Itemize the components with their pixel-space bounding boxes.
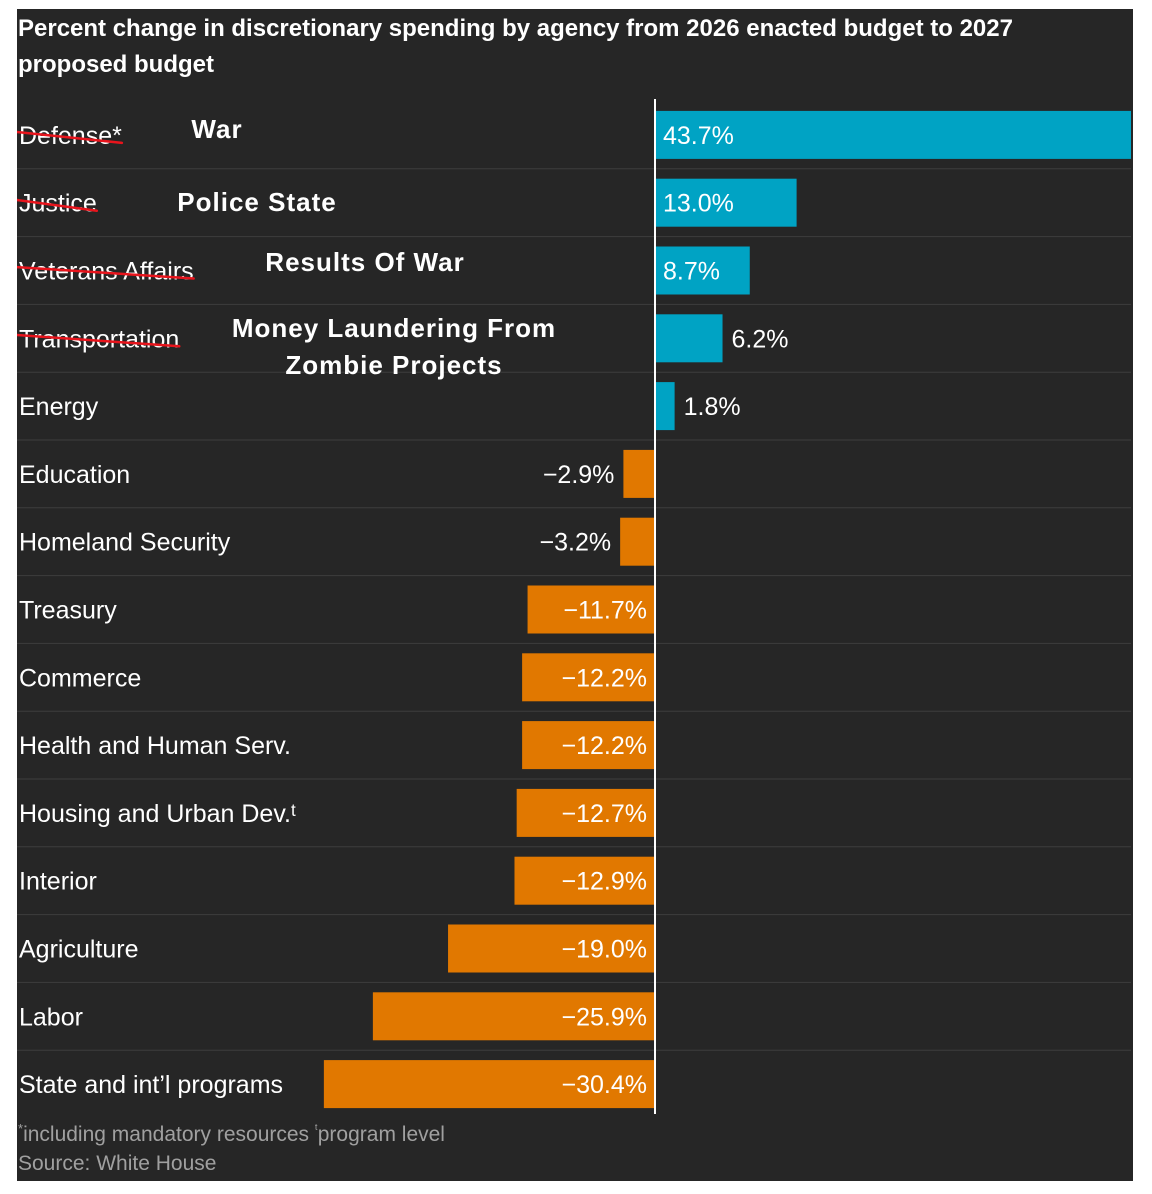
bar-row-6: [620, 517, 655, 566]
category-label-row-1: Justice: [19, 190, 97, 218]
category-label-row-3: Transportation: [19, 325, 179, 353]
value-label-row-12: −19.0%: [562, 936, 648, 964]
bar-row-4: [655, 382, 675, 431]
value-label-row-5: −2.9%: [543, 461, 615, 489]
source-note: Source: White House: [18, 1152, 217, 1175]
value-label-row-0: 43.7%: [663, 122, 734, 150]
value-label-row-13: −25.9%: [562, 1003, 648, 1031]
value-label-row-2: 8.7%: [663, 258, 720, 286]
category-label-row-11: Interior: [19, 868, 97, 896]
strike-mark-row-1: [17, 198, 99, 212]
bar-row-5: [623, 449, 655, 498]
bar-row-14: [323, 1060, 655, 1109]
value-label-row-3: 6.2%: [732, 325, 789, 353]
category-label-row-9: Health and Human Serv.: [19, 732, 291, 760]
chart-panel: Percent change in discretionary spending…: [17, 9, 1133, 1181]
value-label-row-11: −12.9%: [562, 868, 648, 896]
category-label-row-13: Labor: [19, 1003, 83, 1031]
footnote-text-2: program level: [317, 1123, 445, 1146]
annotation-2-line-0: Results Of War: [265, 247, 464, 277]
bar-row-13: [372, 992, 655, 1041]
strike-mark-row-0: [17, 130, 124, 145]
footnote: *including mandatory resources ᵗprogram …: [18, 1121, 445, 1147]
value-label-row-10: −12.7%: [562, 800, 648, 828]
category-label-row-12: Agriculture: [19, 936, 139, 964]
annotation-3-line-0: Money Laundering From: [232, 313, 556, 343]
footnote-text-1: including mandatory resources: [23, 1123, 315, 1146]
category-label-row-4: Energy: [19, 393, 99, 421]
chart-title: Percent change in discretionary spending…: [18, 15, 1013, 78]
value-label-row-6: −3.2%: [540, 529, 612, 557]
strike-mark-row-3: [17, 333, 181, 348]
value-label-row-1: 13.0%: [663, 190, 734, 218]
bar-row-1: [655, 178, 797, 227]
value-label-row-7: −11.7%: [563, 597, 647, 625]
annotation-3-line-1: Zombie Projects: [285, 350, 502, 380]
annotation-1-line-0: Police State: [177, 187, 336, 217]
category-label-row-5: Education: [19, 461, 130, 489]
value-label-row-14: −30.4%: [562, 1071, 648, 1099]
value-label-row-8: −12.2%: [562, 664, 648, 692]
bar-row-7: [527, 585, 655, 634]
bar-row-11: [514, 856, 655, 905]
category-label-row-0: Defense*: [19, 122, 122, 150]
category-label-row-6: Homeland Security: [19, 529, 231, 557]
footnote-dagger: ᵗ: [314, 1121, 318, 1136]
footnote-asterisk: *: [18, 1121, 24, 1136]
strike-mark-row-2: [17, 265, 195, 280]
category-label-row-2: Veterans Affairs: [19, 258, 194, 286]
category-label-row-10: Housing and Urban Dev.ᵗ: [19, 800, 296, 828]
category-label-row-7: Treasury: [19, 597, 117, 625]
bar-row-0: [655, 110, 1131, 159]
annotation-0-line-0: War: [191, 114, 242, 144]
bar-row-8: [522, 653, 655, 702]
value-label-row-4: 1.8%: [684, 393, 741, 421]
bar-row-3: [655, 314, 723, 363]
bar-row-2: [655, 246, 750, 295]
bar-row-9: [522, 721, 655, 770]
bar-row-12: [448, 924, 655, 973]
value-label-row-9: −12.2%: [562, 732, 648, 760]
bar-row-10: [516, 788, 655, 837]
category-label-row-8: Commerce: [19, 664, 141, 692]
category-label-row-14: State and int’l programs: [19, 1071, 283, 1099]
bar-chart: Defense* 43.7% Justice 13.0% Veterans Affair…: [17, 99, 1131, 1114]
